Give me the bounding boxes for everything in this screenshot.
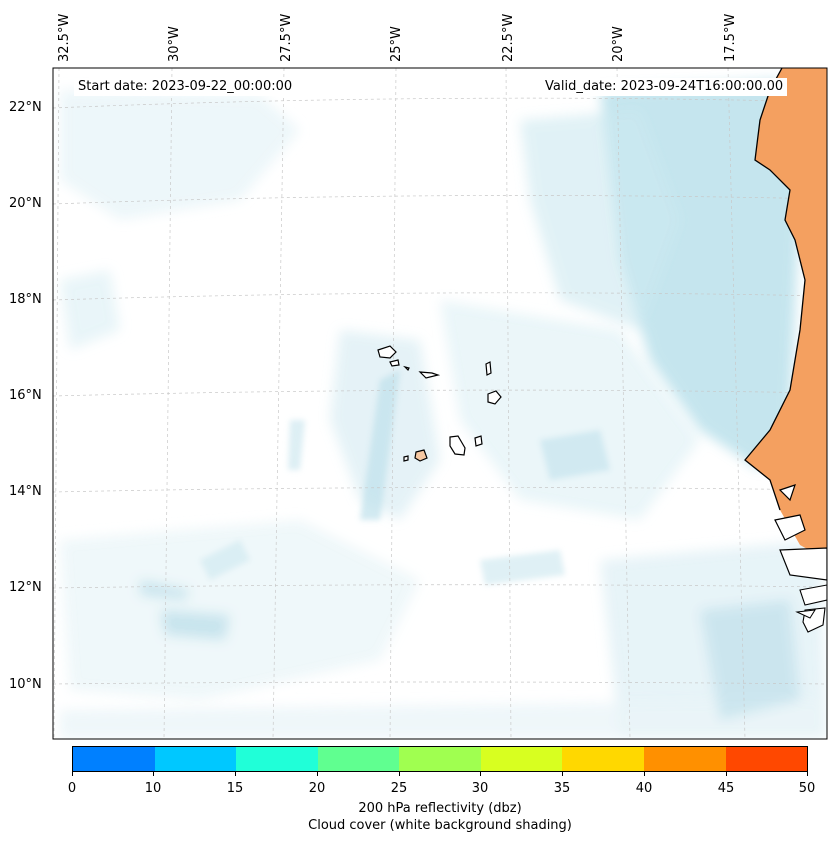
island-sao-vicente [389, 359, 400, 367]
island-maio [474, 435, 483, 447]
cape-verde-islands [377, 345, 502, 462]
island-boa-vista [487, 390, 502, 405]
colorbar-tick-label: 15 [226, 781, 244, 796]
lat-label: 12°N [9, 580, 42, 595]
colorbar-segment [480, 747, 563, 771]
longitude-tick-labels: 32.5°W 30°W 27.5°W 25°W 22.5°W 20°W 17.5… [57, 14, 738, 62]
cloud-streaks [200, 370, 610, 585]
latitude-tick-labels: 22°N 20°N 18°N 16°N 14°N 12°N 10°N [9, 100, 42, 692]
lat-label: 10°N [9, 677, 42, 692]
colorbar-tick-label: 25 [390, 781, 408, 796]
lat-label: 18°N [9, 292, 42, 307]
colorbar-segment [399, 747, 481, 771]
colorbar-tick-label: 50 [798, 781, 816, 796]
lon-label: 22.5°W [501, 14, 516, 62]
colorbar-segment [73, 747, 155, 771]
lat-label: 16°N [9, 388, 42, 403]
colorbar-segment [236, 747, 318, 771]
colorbar-segment [317, 747, 400, 771]
lat-label: 22°N [9, 100, 42, 115]
africa-coast-land [744, 68, 827, 633]
colorbar-tick-label: 30 [471, 781, 489, 796]
colorbar-segment [562, 747, 644, 771]
island-sal [485, 361, 492, 376]
map-border [52, 67, 828, 740]
colorbar-tick-label: 0 [67, 781, 77, 796]
colorbar-tick-label: 40 [635, 781, 653, 796]
colorbar-tick-label: 10 [144, 781, 162, 796]
cloud-cover-shading [60, 80, 827, 739]
colorbar [72, 746, 808, 772]
colorbar-segment [643, 747, 726, 771]
island-santa-luzia [403, 365, 410, 372]
lon-label: 17.5°W [723, 14, 738, 62]
lon-label: 27.5°W [279, 14, 294, 62]
island-fogo [414, 449, 428, 462]
island-santiago [449, 435, 466, 456]
colorbar-segment [725, 747, 808, 771]
colorbar-subtitle: Cloud cover (white background shading) [308, 818, 572, 833]
lon-label: 30°W [167, 26, 182, 62]
lat-label: 20°N [9, 196, 42, 211]
colorbar-segment [154, 747, 237, 771]
colorbar-tick-label: 45 [717, 781, 735, 796]
lon-label: 25°W [389, 26, 404, 62]
island-santo-antao [377, 345, 397, 359]
island-brava [403, 455, 409, 462]
start-date-label: Start date: 2023-09-22_00:00:00 [74, 78, 297, 96]
island-sao-nicolau [418, 371, 441, 379]
lon-label: 32.5°W [57, 14, 72, 62]
lat-label: 14°N [9, 484, 42, 499]
valid-date-label: Valid_date: 2023-09-24T16:00:00.00 [541, 78, 788, 96]
lon-label: 20°W [611, 26, 626, 62]
colorbar-title: 200 hPa reflectivity (dbz) [358, 801, 522, 816]
graticule [53, 68, 827, 739]
colorbar-tick-label: 35 [553, 781, 571, 796]
colorbar-tick-label: 20 [308, 781, 326, 796]
